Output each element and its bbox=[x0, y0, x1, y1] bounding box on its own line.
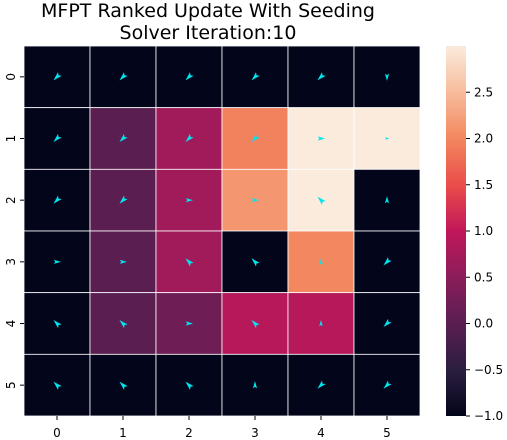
direction-arrow-icon bbox=[53, 319, 62, 329]
colorbar-tick-label: 0.0 bbox=[474, 317, 493, 331]
direction-arrow-icon bbox=[317, 196, 326, 205]
direction-arrow-icon bbox=[252, 381, 258, 389]
heatmap-cell bbox=[89, 107, 157, 170]
direction-arrow-icon bbox=[119, 381, 128, 390]
y-tick-label: 0 bbox=[4, 73, 18, 81]
x-tick-label: 1 bbox=[119, 426, 127, 440]
direction-arrow-icon bbox=[384, 196, 390, 204]
direction-arrow-icon bbox=[385, 137, 390, 140]
y-tick-label: 2 bbox=[4, 196, 18, 204]
y-axis-ticks: 0 1 2 3 4 5 bbox=[4, 73, 24, 389]
direction-arrow-icon bbox=[119, 195, 128, 204]
x-tick-label: 4 bbox=[317, 426, 325, 440]
y-tick-label: 5 bbox=[4, 381, 18, 389]
colorbar-tick-label: 0.5 bbox=[474, 270, 493, 284]
direction-arrow-icon bbox=[251, 72, 260, 81]
colorbar-ticks: 2.5 2.0 1.5 1.0 0.5 0.0 −0.5 −1.0 bbox=[466, 85, 503, 423]
heatmap-cells bbox=[23, 45, 421, 417]
direction-arrow-icon bbox=[53, 72, 62, 81]
direction-arrow-icon bbox=[119, 259, 127, 264]
direction-arrow-icon bbox=[185, 133, 194, 143]
direction-arrow-icon bbox=[53, 381, 62, 390]
direction-arrow-icon bbox=[185, 198, 193, 203]
direction-arrow-icon bbox=[383, 380, 392, 389]
x-tick-label: 3 bbox=[251, 426, 259, 440]
direction-arrow-icon bbox=[119, 319, 128, 329]
colorbar-tick-label: 2.5 bbox=[474, 85, 493, 99]
colorbar-tick-label: 2.0 bbox=[474, 132, 493, 146]
direction-arrow-icon bbox=[185, 381, 194, 390]
x-tick-label: 5 bbox=[383, 426, 391, 440]
direction-arrow-icon bbox=[119, 133, 128, 143]
x-axis-ticks: 0 1 2 3 4 5 bbox=[53, 416, 391, 440]
direction-arrow-icon bbox=[317, 380, 326, 389]
direction-arrow-icon bbox=[251, 133, 260, 143]
colorbar-tick-label: 1.0 bbox=[474, 224, 493, 238]
colorbar-tick-label: −0.5 bbox=[474, 363, 503, 377]
direction-arrow-icon bbox=[251, 258, 260, 267]
colorbar-tick-label: 1.5 bbox=[474, 178, 493, 192]
direction-arrow-icon bbox=[185, 72, 194, 81]
direction-arrow-icon bbox=[53, 195, 62, 204]
heatmap-cell bbox=[221, 230, 289, 294]
direction-arrow-icon bbox=[251, 198, 259, 203]
direction-arrow-icon bbox=[185, 258, 194, 267]
y-tick-label: 4 bbox=[4, 320, 18, 328]
direction-arrow-icon bbox=[53, 259, 61, 264]
y-tick-label: 1 bbox=[4, 135, 18, 143]
heatmap-cell bbox=[89, 168, 157, 232]
direction-arrow-icon bbox=[317, 72, 326, 81]
x-tick-label: 2 bbox=[185, 426, 193, 440]
chart-title-line-1: MFPT Ranked Update With Seeding bbox=[41, 0, 375, 22]
colorbar-tick-label: −1.0 bbox=[474, 409, 503, 423]
x-tick-label: 0 bbox=[53, 426, 61, 440]
direction-arrow-icon bbox=[185, 321, 193, 326]
direction-arrow-icon bbox=[319, 258, 323, 265]
direction-arrow-icon bbox=[53, 133, 62, 143]
policy-arrows bbox=[53, 72, 392, 390]
y-tick-label: 3 bbox=[4, 258, 18, 266]
direction-arrow-icon bbox=[119, 72, 128, 81]
direction-arrow-icon bbox=[383, 257, 392, 266]
direction-arrow-icon bbox=[319, 320, 323, 327]
chart-title-line-2: Solver Iteration:10 bbox=[120, 22, 297, 44]
direction-arrow-icon bbox=[383, 318, 392, 328]
direction-arrow-icon bbox=[317, 136, 325, 141]
direction-arrow-icon bbox=[384, 73, 390, 81]
colorbar bbox=[446, 46, 466, 416]
direction-arrow-icon bbox=[251, 319, 260, 329]
